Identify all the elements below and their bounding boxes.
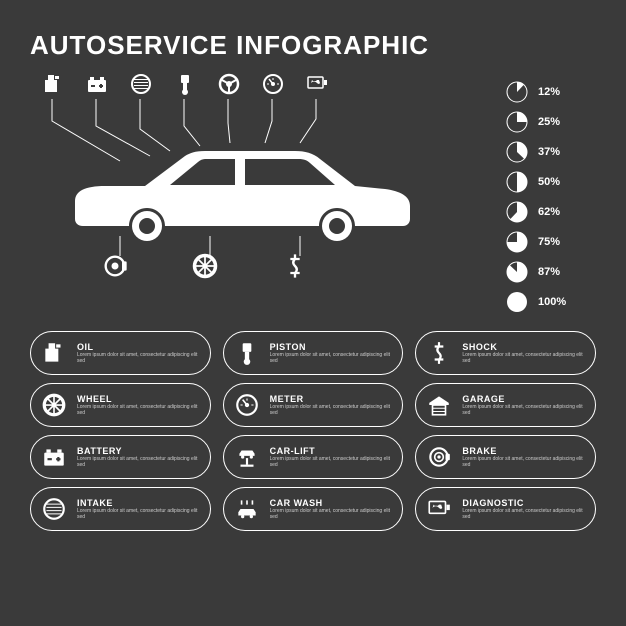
pie-label: 37% [538, 146, 560, 158]
service-card-shock: SHOCKLorem ipsum dolor sit amet, consect… [415, 331, 596, 375]
car-lift-icon [232, 442, 262, 472]
pie-label: 100% [538, 296, 566, 308]
service-card-garage: GARAGELorem ipsum dolor sit amet, consec… [415, 383, 596, 427]
service-card-intake: INTAKELorem ipsum dolor sit amet, consec… [30, 487, 211, 531]
car-wash-icon [232, 494, 262, 524]
pie-label: 25% [538, 116, 560, 128]
service-desc: Lorem ipsum dolor sit amet, consectetur … [77, 508, 202, 520]
service-title: SHOCK [462, 342, 587, 352]
service-title: CAR-LIFT [270, 446, 395, 456]
service-title: METER [270, 394, 395, 404]
pie-stat: 25% [506, 111, 596, 133]
service-title: PISTON [270, 342, 395, 352]
oil-can-icon [39, 338, 69, 368]
service-desc: Lorem ipsum dolor sit amet, consectetur … [270, 508, 395, 520]
pie-label: 62% [538, 206, 560, 218]
service-card-wheel: WHEELLorem ipsum dolor sit amet, consect… [30, 383, 211, 427]
service-title: GARAGE [462, 394, 587, 404]
pie-label: 12% [538, 86, 560, 98]
wheel-icon [190, 251, 220, 281]
shock-icon [424, 338, 454, 368]
service-desc: Lorem ipsum dolor sit amet, consectetur … [77, 352, 202, 364]
brake-disc-icon [100, 251, 130, 281]
garage-icon [424, 390, 454, 420]
shock-icon [280, 251, 310, 281]
pie-stat: 75% [506, 231, 596, 253]
service-title: DIAGNOSTIC [462, 498, 587, 508]
service-desc: Lorem ipsum dolor sit amet, consectetur … [462, 352, 587, 364]
service-title: WHEEL [77, 394, 202, 404]
service-desc: Lorem ipsum dolor sit amet, consectetur … [270, 404, 395, 416]
service-card-car-lift: CAR-LIFTLorem ipsum dolor sit amet, cons… [223, 435, 404, 479]
service-desc: Lorem ipsum dolor sit amet, consectetur … [462, 404, 587, 416]
car-diagram [30, 71, 486, 281]
service-desc: Lorem ipsum dolor sit amet, consectetur … [77, 404, 202, 416]
pie-stats-column: 12% 25% 37% 50% 62% 75% 87% 100% [506, 71, 596, 313]
service-desc: Lorem ipsum dolor sit amet, consectetur … [270, 352, 395, 364]
service-card-battery: BATTERYLorem ipsum dolor sit amet, conse… [30, 435, 211, 479]
service-card-piston: PISTONLorem ipsum dolor sit amet, consec… [223, 331, 404, 375]
pie-stat: 50% [506, 171, 596, 193]
service-card-car-wash: CAR WASHLorem ipsum dolor sit amet, cons… [223, 487, 404, 531]
service-title: BRAKE [462, 446, 587, 456]
intake-icon [39, 494, 69, 524]
meter-icon [232, 390, 262, 420]
service-desc: Lorem ipsum dolor sit amet, consectetur … [77, 456, 202, 468]
service-desc: Lorem ipsum dolor sit amet, consectetur … [462, 508, 587, 520]
services-grid: OILLorem ipsum dolor sit amet, consectet… [30, 331, 596, 531]
battery-icon [39, 442, 69, 472]
pie-stat: 62% [506, 201, 596, 223]
service-card-meter: METERLorem ipsum dolor sit amet, consect… [223, 383, 404, 427]
service-card-oil: OILLorem ipsum dolor sit amet, consectet… [30, 331, 211, 375]
pie-stat: 87% [506, 261, 596, 283]
service-desc: Lorem ipsum dolor sit amet, consectetur … [462, 456, 587, 468]
page-title: AUTOSERVICE INFOGRAPHIC [30, 30, 596, 61]
pie-label: 50% [538, 176, 560, 188]
brake-icon [424, 442, 454, 472]
service-card-diagnostic: DIAGNOSTICLorem ipsum dolor sit amet, co… [415, 487, 596, 531]
car-icon [55, 141, 415, 241]
pie-stat: 100% [506, 291, 596, 313]
pie-stat: 12% [506, 81, 596, 103]
service-title: BATTERY [77, 446, 202, 456]
service-title: CAR WASH [270, 498, 395, 508]
piston-icon [232, 338, 262, 368]
service-card-brake: BRAKELorem ipsum dolor sit amet, consect… [415, 435, 596, 479]
diagnostic-icon [424, 494, 454, 524]
service-title: OIL [77, 342, 202, 352]
pie-label: 75% [538, 236, 560, 248]
service-title: INTAKE [77, 498, 202, 508]
pie-label: 87% [538, 266, 560, 278]
wheel-icon [39, 390, 69, 420]
service-desc: Lorem ipsum dolor sit amet, consectetur … [270, 456, 395, 468]
pie-stat: 37% [506, 141, 596, 163]
